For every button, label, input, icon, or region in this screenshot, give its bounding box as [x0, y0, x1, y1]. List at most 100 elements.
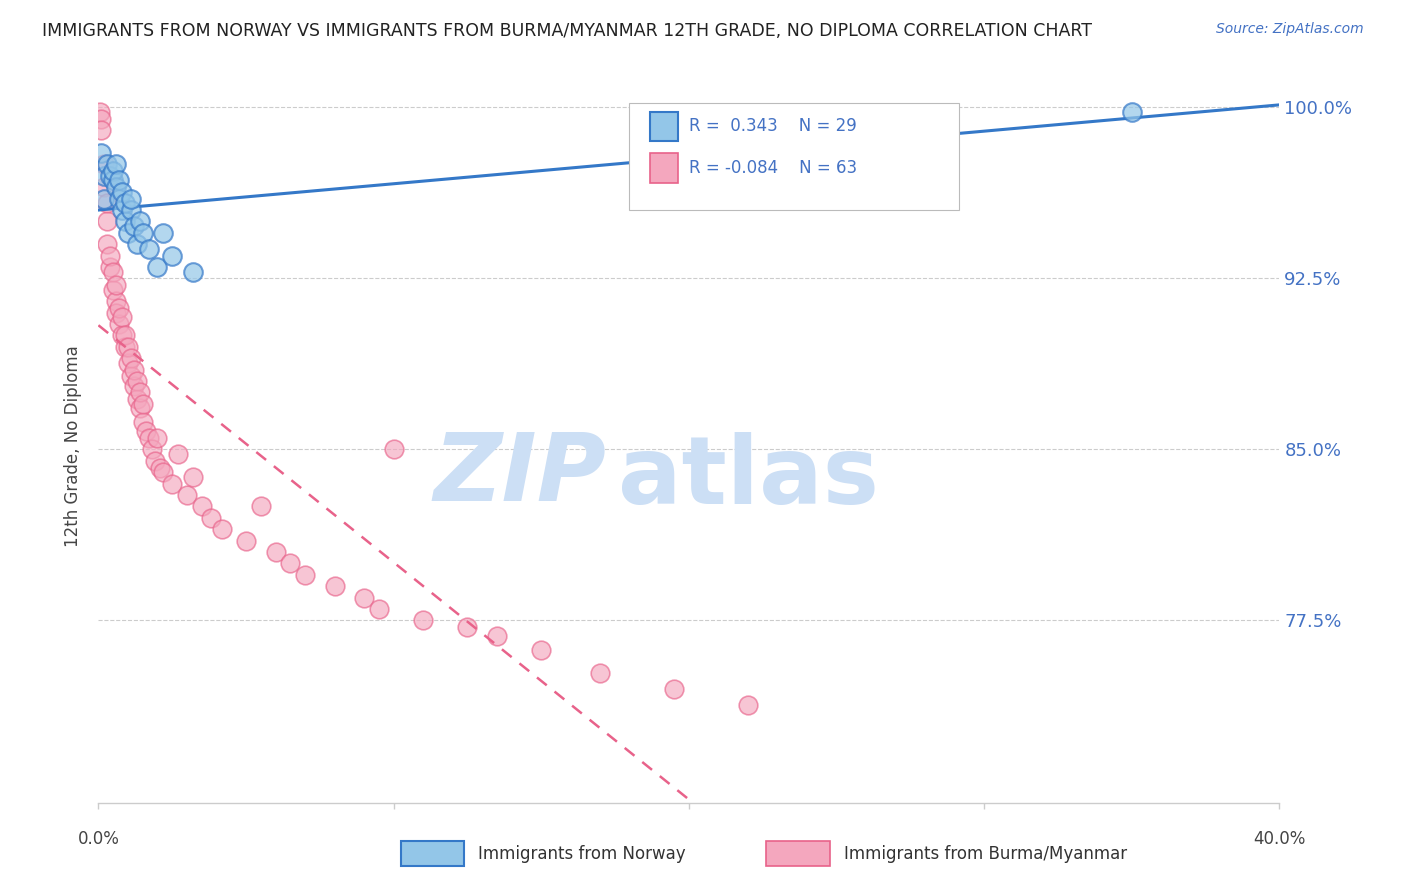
Point — [96, 237, 118, 252]
Point — [250, 500, 273, 514]
Point — [105, 278, 128, 293]
Point — [93, 192, 115, 206]
Point — [125, 374, 148, 388]
Point — [125, 392, 148, 407]
Point — [162, 476, 183, 491]
Point — [122, 362, 145, 376]
Point — [90, 146, 112, 161]
Point — [353, 591, 375, 605]
Point — [162, 249, 183, 263]
Point — [108, 317, 131, 331]
Point — [103, 264, 125, 278]
Point — [120, 192, 142, 206]
Point — [108, 192, 131, 206]
Point — [138, 431, 160, 445]
Point — [128, 401, 150, 416]
Point — [117, 226, 139, 240]
Point — [98, 260, 121, 274]
Point — [200, 511, 222, 525]
Point — [117, 340, 139, 354]
Point — [589, 665, 612, 680]
Point — [96, 214, 118, 228]
Point — [93, 180, 115, 194]
Point — [90, 112, 112, 126]
Point — [103, 283, 125, 297]
Point — [855, 119, 877, 133]
Point — [105, 294, 128, 309]
Point — [143, 454, 166, 468]
Point — [211, 522, 233, 536]
Point — [146, 431, 169, 445]
Point — [114, 196, 136, 211]
Point — [105, 157, 128, 171]
Point — [167, 447, 190, 461]
Point — [98, 169, 121, 183]
Point — [141, 442, 163, 457]
Point — [117, 356, 139, 370]
Text: IMMIGRANTS FROM NORWAY VS IMMIGRANTS FROM BURMA/MYANMAR 12TH GRADE, NO DIPLOMA C: IMMIGRANTS FROM NORWAY VS IMMIGRANTS FRO… — [42, 22, 1092, 40]
Point — [114, 328, 136, 343]
Point — [93, 169, 115, 183]
Text: Source: ZipAtlas.com: Source: ZipAtlas.com — [1216, 22, 1364, 37]
Text: R = -0.084    N = 63: R = -0.084 N = 63 — [689, 159, 858, 178]
Point — [138, 242, 160, 256]
Point — [181, 470, 204, 484]
Point — [264, 545, 287, 559]
Text: R =  0.343    N = 29: R = 0.343 N = 29 — [689, 117, 858, 136]
Point — [105, 180, 128, 194]
Text: Immigrants from Norway: Immigrants from Norway — [478, 845, 686, 863]
Point — [737, 698, 759, 712]
Point — [105, 305, 128, 319]
Point — [111, 310, 134, 325]
Point — [111, 328, 134, 343]
Point — [456, 620, 478, 634]
Point — [125, 237, 148, 252]
Point — [103, 164, 125, 178]
Point — [98, 249, 121, 263]
Text: 40.0%: 40.0% — [1253, 830, 1306, 848]
Point — [176, 488, 198, 502]
Text: atlas: atlas — [619, 432, 879, 524]
Text: ZIP: ZIP — [433, 428, 606, 521]
Point — [120, 351, 142, 366]
Point — [122, 219, 145, 233]
Point — [530, 643, 553, 657]
Y-axis label: 12th Grade, No Diploma: 12th Grade, No Diploma — [65, 345, 83, 547]
Point — [111, 202, 134, 217]
Point — [108, 173, 131, 187]
Point — [108, 301, 131, 315]
Point — [132, 226, 155, 240]
Point — [1121, 105, 1143, 120]
Point — [114, 214, 136, 228]
Point — [135, 424, 157, 438]
Point — [486, 629, 509, 643]
Text: 0.0%: 0.0% — [77, 830, 120, 848]
Point — [120, 369, 142, 384]
Point — [152, 226, 174, 240]
Point — [664, 681, 686, 696]
Point — [90, 123, 112, 137]
Point — [323, 579, 346, 593]
Point — [128, 214, 150, 228]
Point — [114, 340, 136, 354]
Point — [294, 567, 316, 582]
Point — [111, 185, 134, 199]
Point — [93, 157, 115, 171]
Point — [149, 460, 172, 475]
Point — [146, 260, 169, 274]
Text: Immigrants from Burma/Myanmar: Immigrants from Burma/Myanmar — [844, 845, 1126, 863]
Point — [122, 378, 145, 392]
Point — [89, 105, 111, 120]
Point — [278, 557, 302, 571]
Point — [128, 385, 150, 400]
Point — [152, 465, 174, 479]
Point — [181, 264, 204, 278]
Point — [120, 202, 142, 217]
Point — [96, 157, 118, 171]
Point — [412, 614, 434, 628]
Point — [368, 602, 391, 616]
Point — [132, 415, 155, 429]
Point — [191, 500, 214, 514]
Point — [235, 533, 257, 548]
Point — [382, 442, 405, 457]
